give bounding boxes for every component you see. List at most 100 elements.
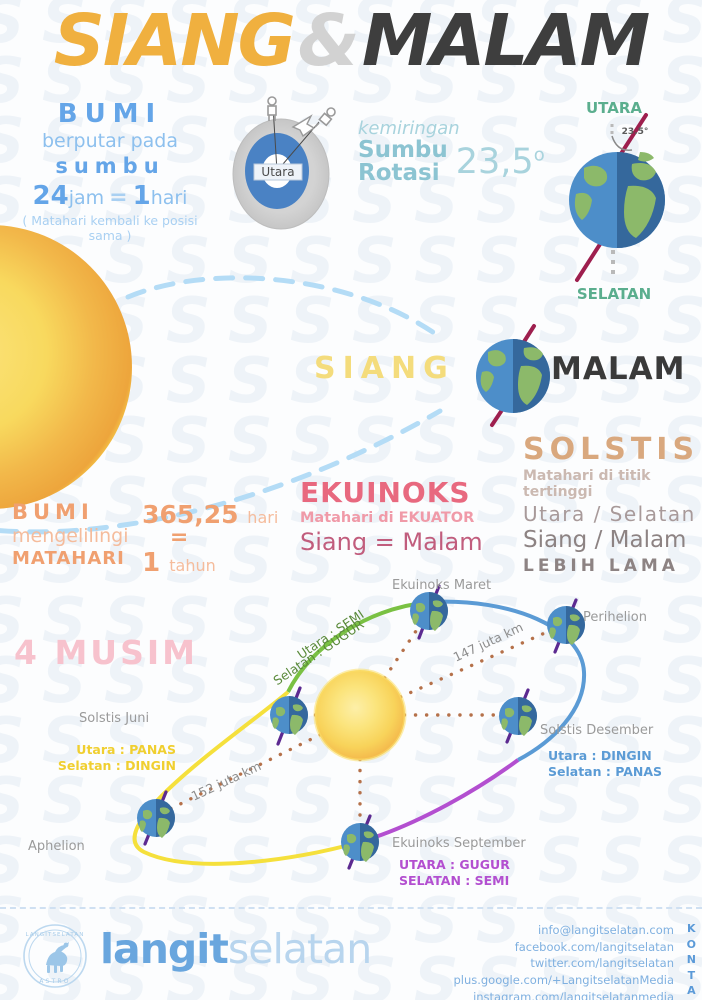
- orbit-arc-blue: [429, 599, 587, 762]
- watermark-glyph: S: [0, 830, 25, 892]
- watermark-glyph: S: [662, 770, 702, 832]
- tilt-line2a: Sumbu: [358, 137, 448, 163]
- solstice-line2: Utara / Selatan: [523, 502, 696, 526]
- orbit-label-perihelion: Perihelion: [583, 610, 647, 625]
- earth-globe-tilted: [569, 152, 665, 248]
- orbit-sub-desember-south: Selatan : PANAS: [548, 763, 663, 779]
- revolution-right-col: 365,25 hari = 1 tahun: [142, 500, 278, 578]
- tilt-value: 23,5: [455, 141, 534, 182]
- tilt-line2: Sumbu Rotasi: [358, 137, 448, 187]
- rotation-compass-illustration: Utara: [232, 96, 336, 230]
- orbit-diagram: 147 juta km 152 juta km Utara : SEMI Sel…: [132, 584, 587, 870]
- distance-label-near: 147 juta km: [451, 619, 525, 664]
- revolution-equals: =: [169, 525, 189, 550]
- revolution-years-unit: tahun: [169, 555, 216, 575]
- orbit-label-solstis-juni: Solstis Juni: [79, 711, 150, 726]
- orbit-sub-desember-north: Utara : DINGIN: [548, 748, 652, 763]
- watermark-glyph: S: [0, 710, 25, 772]
- revolution-subtitle: mengelilingi: [12, 525, 129, 547]
- rotation-note: ( Matahari kembali ke posisi sama ): [22, 213, 198, 243]
- orbit-sub-september-south: SELATAN : SEMI: [399, 872, 510, 888]
- orbit-earth-solstis-desember: [499, 688, 537, 744]
- rotation-hours-unit: jam: [68, 187, 105, 209]
- revolution-days: 365,25 hari: [142, 500, 278, 529]
- logo-text-top: LANGITSELATAN: [26, 932, 85, 938]
- south-pole-label: SELATAN: [577, 285, 651, 303]
- orbit-sub-ekuinoks-september: UTARA : GUGUR SELATAN : SEMI: [399, 857, 510, 888]
- orbit-label-solstis-desember: Solstis Desember: [540, 723, 654, 738]
- orbit-sub-juni-south: Selatan : DINGIN: [57, 757, 176, 773]
- large-sun: [0, 225, 132, 509]
- orbit-label-ekuinoks-maret: Ekuinoks Maret: [392, 578, 492, 593]
- rotation-heading: BUMI: [57, 99, 163, 129]
- seasons-heading: 4 MUSIM: [14, 633, 198, 672]
- watermark-glyph: S: [662, 710, 702, 772]
- footer: LANGITSELATAN ASTRO langitselatan info@l…: [0, 907, 702, 1000]
- rotation-equation: 24jam = 1hari: [4, 181, 216, 211]
- equinox-text-block: EKUINOKS Matahari di EKUATOR Siang = Mal…: [300, 476, 483, 556]
- kontak-letter: N: [686, 953, 696, 967]
- brand-langit: langit: [100, 925, 229, 973]
- revolution-years-value: 1: [142, 547, 161, 578]
- rotation-days-unit: hari: [150, 187, 188, 209]
- rotation-equals: =: [109, 185, 128, 210]
- contact-googleplus[interactable]: plus.google.com/+LangitselatanMedia: [453, 973, 674, 988]
- contact-facebook[interactable]: facebook.com/langitselatan: [514, 939, 674, 954]
- revolution-text-block: BUMI mengelilingi MATAHARI 365,25 hari =…: [12, 500, 278, 578]
- orbit-earth-ekuinoks-maret: [410, 584, 448, 640]
- kontak-letter: A: [687, 984, 696, 998]
- rotation-days: 1: [132, 181, 151, 211]
- kontak-vertical-label: KONTAK: [687, 921, 696, 1000]
- kontak-letter: K: [687, 922, 696, 935]
- orbit-arc-green: [286, 600, 431, 693]
- label-malam: MALAM: [551, 351, 686, 387]
- tilt-line2b: Rotasi: [358, 160, 440, 187]
- sun-and-orbit-path: [0, 225, 443, 535]
- title-siang: SIANG: [53, 0, 296, 82]
- tilt-angle-label: 23.5°: [622, 127, 649, 137]
- orbit-earth-aphelion: [137, 790, 175, 846]
- rotation-subtitle: berputar pada: [41, 130, 178, 152]
- compass-utara-label: Utara: [261, 165, 294, 179]
- kontak-letter: O: [686, 937, 696, 951]
- solstice-heading: SOLSTIS: [523, 432, 700, 467]
- orbit-dash-lower: [0, 408, 443, 535]
- contact-twitter[interactable]: twitter.com/langitselatan: [530, 956, 674, 971]
- rotation-hours: 24: [32, 181, 69, 211]
- rotation-axis-word: sumbu: [55, 154, 165, 178]
- north-pole-label: UTARA: [586, 99, 642, 117]
- revolution-sun-word: MATAHARI: [12, 548, 125, 569]
- footer-brand[interactable]: langitselatan: [100, 929, 372, 970]
- rotation-text-block: BUMI berputar pada sumbu 24jam = 1hari ( M…: [4, 99, 216, 243]
- orbit-sub-september-north: UTARA : GUGUR: [399, 857, 510, 872]
- watermark-glyph: S: [662, 830, 702, 892]
- orbit-arc-magenta: [359, 758, 520, 844]
- solstice-line3: Siang / Malam: [523, 527, 687, 553]
- center-sun: [315, 670, 405, 760]
- orbit-label-ekuinoks-september: Ekuinoks September: [392, 836, 526, 851]
- watermark-glyph: S: [662, 590, 702, 652]
- kontak-letter: T: [687, 968, 696, 982]
- axis-line-south: [575, 236, 606, 282]
- solstice-line1: Matahari di titik tertinggi: [523, 468, 651, 500]
- orbit-sub-solstis-desember: Utara : DINGIN Selatan : PANAS: [548, 748, 662, 779]
- tilted-earth-illustration: UTARA SELATAN 23.5°: [569, 99, 665, 303]
- footer-contacts: info@langitselatan.com facebook.com/lang…: [453, 922, 674, 1000]
- logo-text-bottom: ASTRO: [39, 978, 70, 985]
- contact-instagram[interactable]: instagram.com/langitselatanmedia: [473, 989, 674, 1000]
- langitselatan-logo-icon[interactable]: LANGITSELATAN ASTRO: [22, 923, 88, 989]
- orbit-dash-upper: [125, 275, 443, 340]
- tilt-degree: o: [533, 144, 545, 166]
- equinox-heading: EKUINOKS: [300, 476, 471, 509]
- revolution-days-unit: hari: [247, 508, 279, 527]
- watermark-glyph: S: [662, 650, 702, 712]
- title-ampersand: &: [297, 0, 360, 82]
- contact-email[interactable]: info@langitselatan.com: [538, 923, 674, 937]
- earth-day-night-illustration: [476, 324, 550, 427]
- label-siang: SIANG: [314, 351, 455, 386]
- revolution-left-col: BUMI mengelilingi MATAHARI: [12, 500, 137, 569]
- tilt-value-group: 23,5o: [455, 141, 545, 182]
- person-figure-top: [267, 96, 277, 121]
- brand-selatan: selatan: [227, 925, 372, 973]
